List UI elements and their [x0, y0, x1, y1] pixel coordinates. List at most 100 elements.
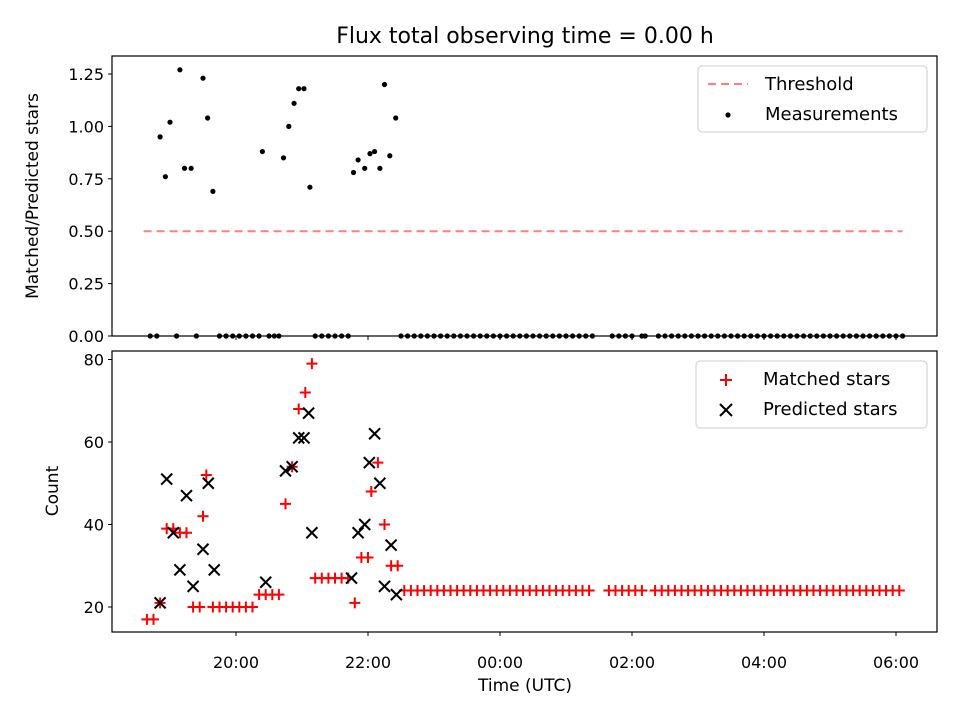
top-axes-frame: [111, 55, 938, 337]
legend-predicted-marker: [719, 403, 733, 417]
top-y-axis: 0.00 0.25 0.50 0.75 1.00 1.25: [68, 65, 112, 346]
matched-star-point: [293, 403, 305, 415]
top-y-tick-label: 0.00: [68, 327, 104, 346]
predicted-star-point: [390, 588, 403, 601]
measurement-point: [157, 134, 163, 140]
matched-star-point: [247, 601, 258, 613]
bottom-axes-frame: [111, 350, 938, 633]
predicted-star-point: [196, 543, 210, 556]
bottom-y-tick-label: 60: [84, 433, 104, 452]
matched-star-point: [349, 597, 361, 609]
top-legend: Threshold Measurements: [697, 65, 928, 133]
matched-star-point: [636, 585, 648, 596]
measurement-point: [210, 188, 216, 194]
top-y-tick-label: 0.75: [68, 170, 104, 189]
measurement-point: [301, 86, 307, 92]
matched-star-point: [365, 486, 377, 497]
matched-star-point: [197, 510, 209, 522]
bottom-x-tick-label: 02:00: [609, 653, 655, 672]
predicted-star-point: [208, 563, 221, 577]
bottom-x-tick-label: 22:00: [345, 653, 391, 672]
matched-star-point: [893, 585, 905, 596]
matched-star-point: [200, 469, 212, 481]
measurement-point: [355, 157, 361, 163]
predicted-star-point: [202, 477, 215, 490]
top-y-tick-label: 1.00: [68, 117, 104, 136]
predicted-star-point: [167, 526, 180, 539]
measurement-point: [205, 115, 211, 121]
measurement-point: [377, 165, 383, 171]
legend-measurements-marker: [725, 112, 731, 118]
measurement-point: [367, 151, 373, 157]
matched-star-point: [392, 560, 404, 572]
top-y-tick-label: 0.25: [68, 275, 104, 294]
predicted-star-point: [292, 431, 305, 445]
predicted-star-point: [363, 456, 376, 469]
predicted-star-point: [160, 472, 173, 486]
top-y-tick-label: 1.25: [68, 65, 104, 84]
bottom-x-tick-label: 06:00: [873, 653, 919, 672]
bottom-y-axis-label: Count: [43, 465, 63, 516]
matched-star-point: [280, 498, 291, 510]
matched-star-point: [362, 552, 374, 563]
legend-threshold-label: Threshold: [764, 74, 854, 95]
measurement-point: [387, 153, 393, 159]
measurement-point: [162, 174, 168, 180]
matched-star-point: [181, 527, 192, 539]
matched-star-point: [379, 519, 390, 530]
legend-matched-label: Matched stars: [763, 369, 890, 390]
bottom-y-axis: 20 40 60 80: [84, 351, 112, 617]
measurement-point: [362, 165, 368, 171]
measurement-point: [307, 184, 313, 190]
predicted-star-point: [173, 563, 187, 577]
predicted-star-point: [378, 580, 391, 593]
measurement-point: [167, 119, 173, 125]
top-chart-title: Flux total observing time = 0.00 h: [336, 24, 714, 49]
predicted-star-point: [358, 518, 371, 531]
predicted-star-point: [345, 571, 358, 585]
predicted-star-point: [384, 538, 398, 552]
legend-matched-marker: [720, 374, 732, 386]
matched-star-point: [306, 358, 318, 370]
bottom-y-tick-label: 40: [84, 516, 104, 535]
measurement-point: [181, 165, 188, 171]
legend-predicted-label: Predicted stars: [763, 399, 897, 420]
predicted-star-point: [302, 406, 315, 420]
matched-star-point: [194, 601, 206, 613]
predicted-star-point: [373, 477, 387, 490]
measurement-point: [393, 115, 399, 121]
bottom-legend: Matched stars Predicted stars: [695, 360, 928, 429]
measurement-point: [177, 67, 183, 73]
predicted-star-point: [259, 576, 272, 589]
top-x-ticks: [235, 336, 897, 340]
measurement-point: [381, 81, 388, 88]
bottom-x-tick-label: 04:00: [741, 653, 787, 672]
top-y-tick-label: 0.50: [68, 222, 104, 241]
measurement-point: [291, 100, 297, 106]
measurement-point: [188, 165, 194, 171]
bottom-plot-area: [111, 350, 938, 633]
predicted-star-point: [297, 431, 311, 445]
measurement-point: [259, 148, 265, 155]
predicted-star-point: [186, 580, 200, 593]
legend-measurements-label: Measurements: [765, 104, 898, 125]
predicted-star-point: [285, 460, 299, 473]
measurement-point: [280, 155, 287, 161]
predicted-star-point: [153, 596, 167, 610]
measurement-point: [350, 169, 357, 176]
matched-star-point: [372, 457, 384, 469]
matched-star-point: [299, 387, 311, 398]
top-y-axis-label: Matched/Predicted stars: [23, 93, 43, 299]
bottom-x-tick-label: 00:00: [477, 653, 523, 672]
bottom-x-tick-label: 20:00: [213, 653, 259, 672]
predicted-star-point: [351, 526, 365, 539]
bottom-x-axis-label: Time (UTC): [477, 676, 572, 696]
predicted-star-point: [180, 489, 193, 502]
predicted-star-point: [368, 427, 381, 440]
matched-star-point: [148, 613, 159, 625]
predicted-star-point: [305, 526, 319, 539]
measurement-point: [296, 86, 302, 92]
bottom-x-axis: 20:00 22:00 00:00 02:00 04:00 06:00: [213, 632, 919, 672]
top-plot-area: [111, 55, 938, 339]
